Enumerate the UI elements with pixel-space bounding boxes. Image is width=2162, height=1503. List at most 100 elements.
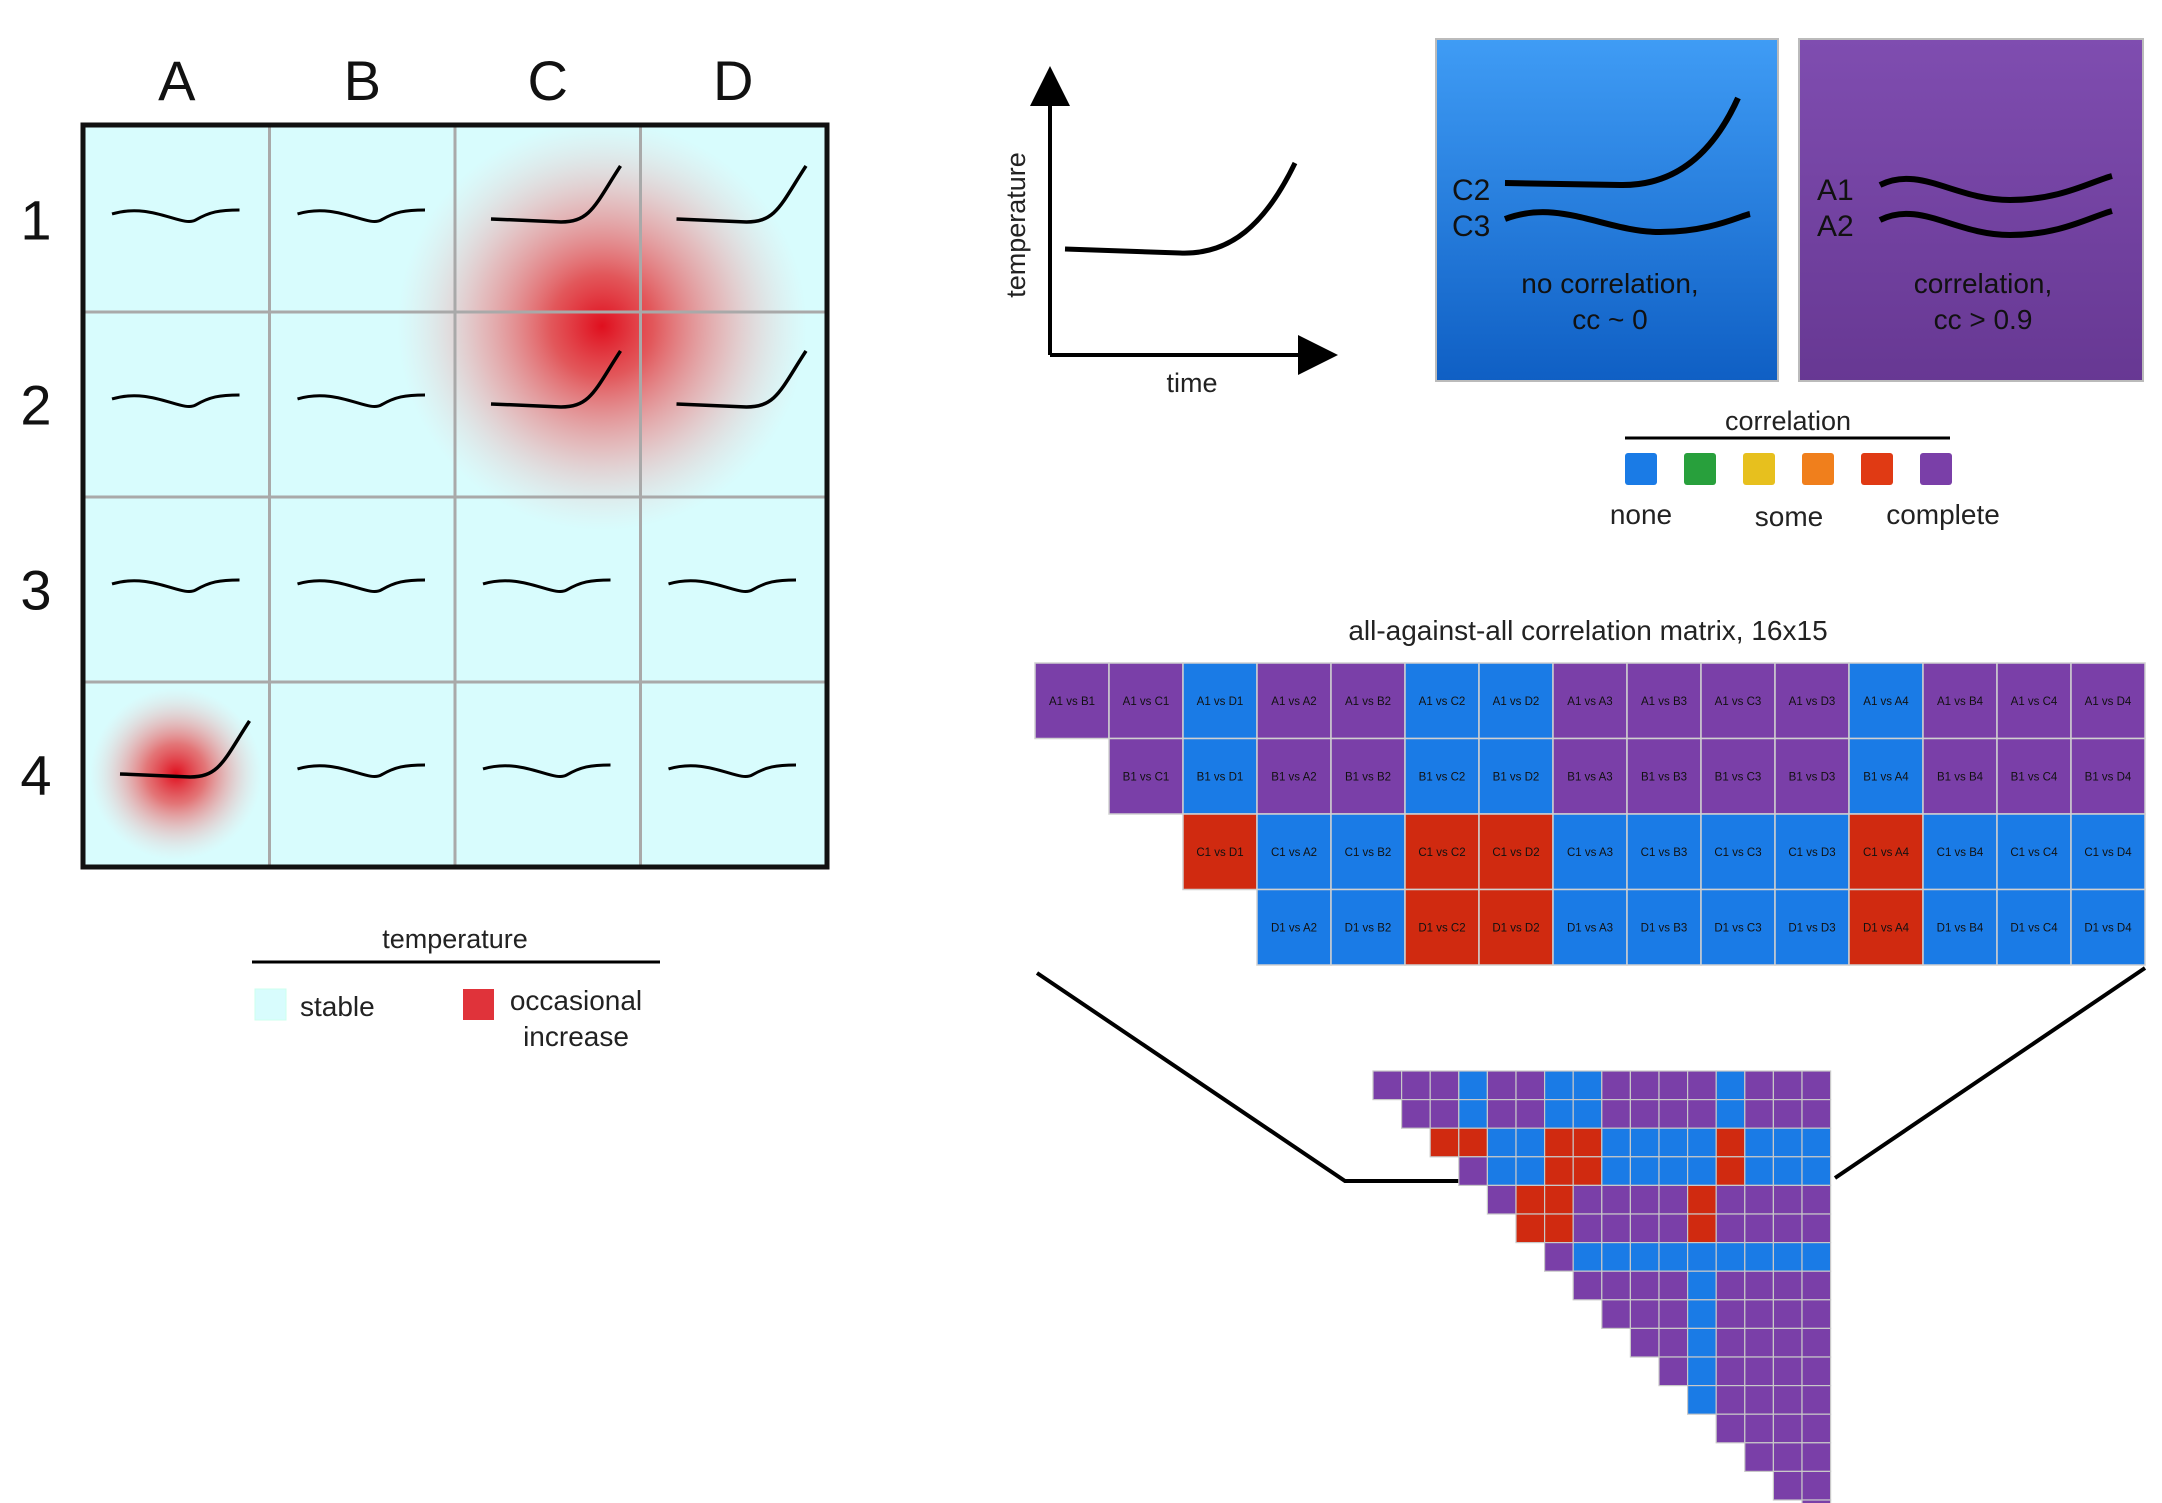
- hotspot-small: [90, 688, 262, 860]
- grid-column-label: B: [344, 49, 381, 112]
- mini-matrix-cell: [1572, 1213, 1603, 1244]
- matrix-cell-label: D1 vs A4: [1863, 922, 1910, 934]
- matrix-cell: [1626, 888, 1702, 966]
- matrix-cell-label: A1 vs B2: [1345, 696, 1391, 708]
- mini-matrix-cell: [1543, 1184, 1574, 1215]
- rising-temperature-curve: [119, 719, 251, 779]
- mini-matrix-cell: [1744, 1070, 1775, 1101]
- matrix-cell-label: A1 vs C2: [1419, 696, 1466, 708]
- mini-matrix-cell: [1601, 1299, 1632, 1330]
- correlation-caption-1: correlation,: [1914, 268, 2053, 299]
- y-axis-label: temperature: [1001, 152, 1031, 298]
- mini-matrix-cell: [1801, 1499, 1832, 1503]
- rising-temperature-curve: [490, 349, 622, 409]
- matrix-cell-label: C1 vs B2: [1345, 847, 1392, 859]
- mini-matrix-cell: [1543, 1156, 1574, 1187]
- mini-matrix-cell: [1801, 1213, 1832, 1244]
- mini-matrix-cell: [1715, 1413, 1746, 1444]
- mini-matrix-cell: [1744, 1384, 1775, 1415]
- mini-matrix-cell: [1801, 1070, 1832, 1101]
- mini-matrix-cell: [1658, 1156, 1689, 1187]
- grid-border: [80, 122, 830, 870]
- stable-temperature-curve: [297, 763, 426, 778]
- increase-label-line1: occasional: [510, 985, 642, 1016]
- hotspot-large: [397, 121, 807, 531]
- matrix-cell-label: B1 vs B3: [1641, 771, 1687, 783]
- correlation-swatch: [1802, 453, 1834, 485]
- mini-matrix-cell: [1686, 1270, 1717, 1301]
- a1-curve: [1878, 173, 2113, 204]
- mini-matrix-cell: [1801, 1470, 1832, 1501]
- temperature-legend: temperature stable occasional increase: [252, 924, 660, 1052]
- mini-matrix-cell: [1801, 1356, 1832, 1387]
- matrix-cell: [1552, 737, 1628, 815]
- matrix-cell-label: D1 vs D4: [2084, 922, 2132, 934]
- mini-matrix-cell: [1686, 1213, 1717, 1244]
- mini-matrix-cell: [1429, 1070, 1460, 1101]
- mini-matrix-cell: [1686, 1184, 1717, 1215]
- matrix-cell-label: D1 vs B2: [1345, 922, 1392, 934]
- rising-temperature-curve: [676, 164, 808, 224]
- matrix-cell-label: A1 vs D1: [1197, 696, 1244, 708]
- mini-matrix-cell: [1458, 1127, 1489, 1158]
- mini-matrix-cell: [1543, 1070, 1574, 1101]
- stable-temperature-curve: [297, 208, 426, 223]
- correlation-caption-2: cc > 0.9: [1934, 304, 2033, 335]
- mini-matrix-cell: [1629, 1327, 1660, 1358]
- matrix-cell: [1774, 662, 1850, 740]
- matrix-cell: [1700, 888, 1776, 966]
- mini-matrix-cell: [1686, 1241, 1717, 1272]
- mini-matrix-cell: [1772, 1327, 1803, 1358]
- matrix-cell: [1330, 813, 1406, 891]
- mini-matrix-cell: [1686, 1070, 1717, 1101]
- stable-temperature-curve: [111, 578, 240, 593]
- mini-matrix-cell: [1801, 1127, 1832, 1158]
- matrix-cell: [1330, 662, 1406, 740]
- matrix-cell-label: B1 vs C2: [1419, 771, 1466, 783]
- mini-matrix-cell: [1801, 1442, 1832, 1473]
- rising-temperature-curve: [490, 164, 622, 224]
- mini-matrix-cell: [1772, 1156, 1803, 1187]
- mini-matrix-cell: [1629, 1184, 1660, 1215]
- matrix-cell: [1182, 737, 1258, 815]
- mini-matrix-cell: [1629, 1270, 1660, 1301]
- matrix-cell: [1182, 662, 1258, 740]
- matrix-cell-label: A1 vs B4: [1937, 696, 1984, 708]
- matrix-cell-label: D1 vs B3: [1641, 922, 1688, 934]
- matrix-cell: [1256, 737, 1332, 815]
- mini-matrix-cell: [1744, 1270, 1775, 1301]
- mini-matrix-cell: [1801, 1270, 1832, 1301]
- matrix-cell-label: A1 vs A4: [1863, 696, 1909, 708]
- a2-label: A2: [1817, 210, 1854, 243]
- mini-matrix-cell: [1658, 1070, 1689, 1101]
- mini-matrix-cell: [1572, 1070, 1603, 1101]
- mini-matrix-cell: [1658, 1184, 1689, 1215]
- no-correlation-panel: C2 C3 no correlation, cc ~ 0: [1435, 38, 1779, 382]
- x-axis-label: time: [1166, 368, 1217, 398]
- correlation-swatch: [1920, 453, 1952, 485]
- mini-matrix-cell: [1772, 1413, 1803, 1444]
- no-correlation-caption-2: cc ~ 0: [1572, 304, 1647, 335]
- mini-matrix-cell: [1658, 1299, 1689, 1330]
- mini-matrix-cell: [1572, 1098, 1603, 1129]
- matrix-cell: [1182, 813, 1258, 891]
- matrix-cell: [1922, 662, 1998, 740]
- rising-temperature-curve: [676, 349, 808, 409]
- grid-cell-curves: [111, 164, 808, 779]
- mini-matrix-cell: [1801, 1184, 1832, 1215]
- matrix-cell-label: D1 vs A2: [1271, 922, 1317, 934]
- matrix-cell: [1552, 813, 1628, 891]
- mini-matrix-cell: [1629, 1127, 1660, 1158]
- mini-matrix-cell: [1801, 1241, 1832, 1272]
- mini-matrix-cell: [1629, 1213, 1660, 1244]
- mini-matrix-cell: [1686, 1299, 1717, 1330]
- temperature-legend-title: temperature: [382, 924, 528, 954]
- mini-matrix-cell: [1744, 1184, 1775, 1215]
- stable-temperature-curve: [297, 578, 426, 593]
- mini-matrix-cell: [1772, 1127, 1803, 1158]
- matrix-title: all-against-all correlation matrix, 16x1…: [1348, 615, 1827, 646]
- matrix-cell-label: C1 vs A3: [1567, 847, 1613, 859]
- matrix-cell: [1848, 888, 1924, 966]
- mini-matrix-cell: [1801, 1156, 1832, 1187]
- correlation-matrix-table: A1 vs B1 A1 vs C1 A1 vs D1 A1 vs A2 A1 vs B2…: [1034, 662, 2146, 966]
